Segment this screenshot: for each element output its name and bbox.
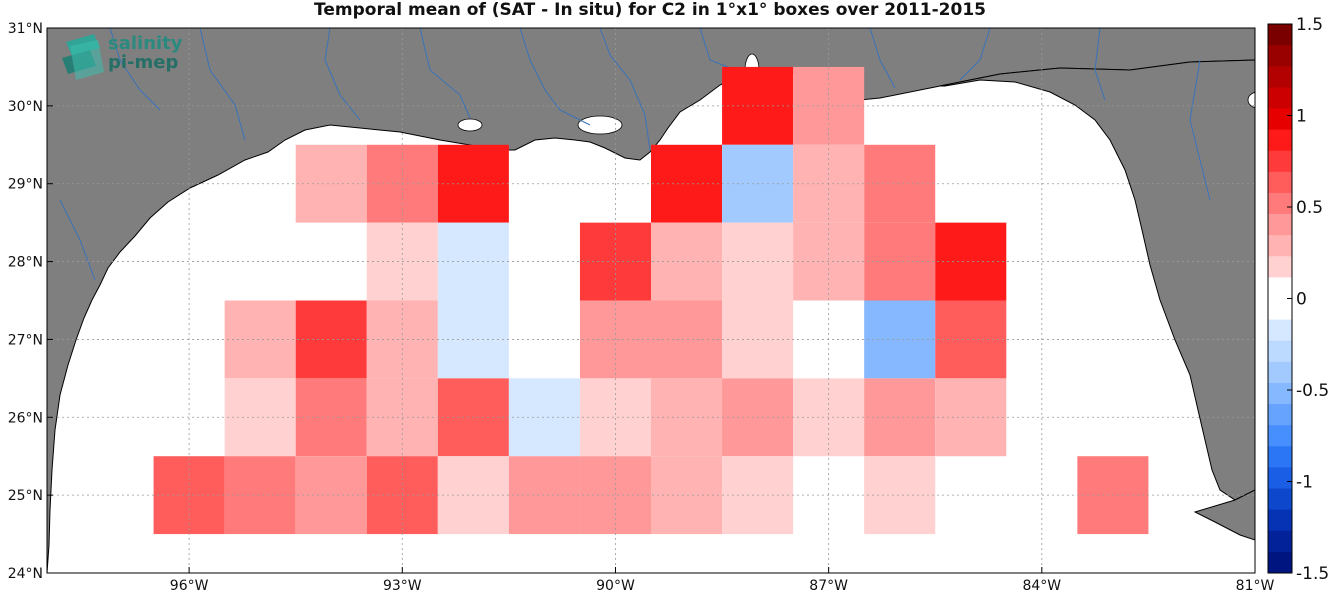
y-tick-label: 25°N	[8, 488, 43, 504]
heatmap-cell	[224, 300, 296, 379]
colorbar-segment	[1268, 256, 1292, 278]
x-tick-label: 90°W	[596, 578, 635, 594]
lake-pontchartrain	[577, 115, 623, 135]
colorbar-tick-label: -0.5	[1296, 381, 1329, 401]
y-tick-label: 26°N	[8, 410, 43, 426]
colorbar-segment	[1268, 319, 1292, 342]
colorbar-segment	[1268, 87, 1292, 109]
colorbar-segment	[1268, 404, 1292, 426]
heatmap-cell	[295, 300, 367, 379]
colorbar-tick-label: -1.5	[1296, 564, 1329, 584]
x-tick-label: 81°W	[1236, 578, 1275, 594]
heatmap-cell	[651, 222, 723, 301]
rivers	[59, 28, 1211, 281]
heatmap-cell	[864, 222, 936, 301]
plot-frame	[46, 27, 1256, 574]
colorbar-segment	[1268, 129, 1292, 152]
colorbar-segment	[1268, 66, 1292, 88]
colorbar-segment	[1268, 235, 1292, 257]
heatmap-cell	[651, 300, 723, 379]
colorbar-segment	[1268, 192, 1292, 215]
colorbar-segment	[1268, 24, 1292, 46]
heatmap-cell	[651, 144, 723, 223]
colorbar-segment	[1268, 446, 1292, 468]
y-tick-label: 24°N	[8, 566, 43, 582]
colorbar-tick-label: 0.5	[1296, 198, 1323, 218]
heatmap-cell	[579, 222, 651, 301]
land-florida	[939, 59, 1255, 501]
colorbar-segment	[1268, 150, 1292, 173]
y-axis-ticks: 24°N 25°N 26°N 27°N 28°N 29°N 30°N 31°N	[8, 21, 53, 582]
colorbar-segment	[1268, 467, 1292, 490]
x-axis-ticks: 96°W 93°W 90°W 87°W 84°W 81°W	[170, 567, 1275, 594]
map-title: Temporal mean of (SAT - In situ) for C2 …	[314, 0, 986, 20]
bay-small-1	[457, 118, 483, 132]
logo-text-line1: salinity	[108, 33, 183, 54]
colorbar-tick-label: 1.5	[1296, 15, 1323, 35]
logo-text-line2: pi-mep	[108, 52, 179, 73]
heatmap-cell	[295, 456, 367, 535]
heatmap-cell	[864, 378, 936, 457]
colorbar-segment	[1268, 530, 1292, 553]
y-tick-label: 31°N	[8, 21, 43, 37]
heatmap-cell	[508, 456, 580, 535]
heatmap-cell	[224, 378, 296, 457]
y-tick-label: 29°N	[8, 177, 43, 193]
colorbar-segment	[1268, 361, 1292, 384]
colorbar-segment	[1268, 171, 1292, 194]
colorbar-segment	[1268, 382, 1292, 405]
colorbar-segment	[1268, 488, 1292, 511]
colorbar-tick-label: 0	[1296, 290, 1307, 310]
colorbar-segment	[1268, 108, 1292, 131]
colorbar-segment	[1268, 425, 1292, 447]
heatmap-cell	[864, 456, 936, 535]
x-tick-label: 93°W	[383, 578, 422, 594]
colorbar-segment	[1268, 45, 1292, 67]
colorbar-ticks: 1.5 1 0.5 0 -0.5 -1 -1.5	[1287, 15, 1329, 584]
colorbar-segment	[1268, 509, 1292, 532]
heatmap-cell	[295, 144, 367, 223]
heatmap-cell	[935, 378, 1007, 457]
y-tick-label: 30°N	[8, 99, 43, 115]
heatmap-cell	[295, 378, 367, 457]
heatmap-cell	[935, 222, 1007, 301]
heatmap-cell	[579, 456, 651, 535]
y-tick-label: 28°N	[8, 255, 43, 271]
heatmap-cell	[224, 456, 296, 535]
y-tick-label: 27°N	[8, 332, 43, 348]
colorbar-segment	[1268, 214, 1292, 236]
heatmap-cell	[508, 378, 580, 457]
heatmap-cell	[864, 144, 936, 223]
salinity-pimep-logo: salinity pi-mep	[60, 30, 190, 88]
heatmap-cell	[651, 456, 723, 535]
land-keys	[1193, 489, 1255, 541]
heatmap-cell	[935, 300, 1007, 379]
logo-icon	[62, 34, 104, 80]
colorbar-tick-label: 1	[1296, 107, 1307, 127]
colorbar-segment	[1268, 298, 1292, 321]
colorbar-segment	[1268, 340, 1292, 363]
x-tick-label: 84°W	[1022, 578, 1061, 594]
x-tick-label: 87°W	[809, 578, 848, 594]
colorbar-tick-label: -1	[1296, 473, 1313, 493]
colorbar-segment	[1268, 277, 1292, 299]
heatmap-cell	[864, 300, 936, 379]
bay-small-2	[1247, 91, 1255, 109]
x-tick-label: 96°W	[170, 578, 209, 594]
heatmap-cell	[651, 378, 723, 457]
colorbar-segment	[1268, 551, 1292, 574]
